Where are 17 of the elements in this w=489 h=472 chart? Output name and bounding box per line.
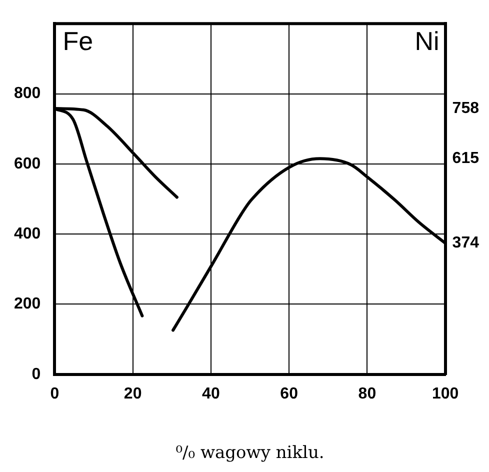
y2-tick-label: 615 [452,150,480,168]
y2-tick-label: 374 [452,234,480,252]
x-tick-label: 40 [202,385,220,402]
y-tick-label: 600 [14,155,41,172]
x-axis-title: ⁰/₀ wagowy niklu. [176,443,324,464]
y-tick-label: 200 [14,296,41,313]
annotation: Ni [414,26,440,56]
y2-tick-label: 758 [452,100,480,117]
y-tick-label: 0 [32,366,41,383]
x-tick-label: 20 [124,385,142,402]
x-tick-label: 100 [432,385,459,402]
x-tick-label: 80 [358,385,376,402]
y-tick-label: 800 [14,85,41,102]
x-tick-label: 60 [280,385,298,402]
y-tick-label: 400 [14,225,41,242]
annotation: Fe [62,26,94,56]
x-tick-label: 0 [50,385,60,402]
